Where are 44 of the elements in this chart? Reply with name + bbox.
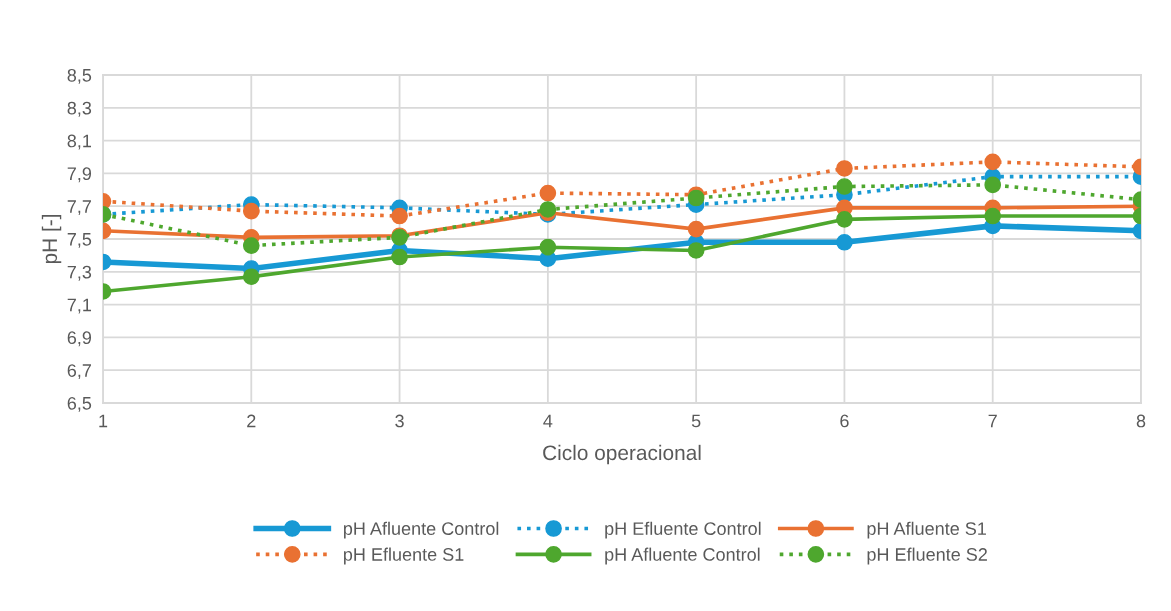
point: [836, 233, 853, 251]
legend-label: pH Afluente Control: [605, 547, 760, 565]
point: [242, 202, 260, 220]
point: [242, 237, 260, 254]
point: [391, 207, 408, 225]
y-tick-label: 8,5: [67, 68, 92, 84]
y-tick-label: 6,7: [67, 364, 91, 380]
x-tick-label: 8: [1136, 414, 1146, 428]
point: [242, 268, 260, 286]
x-tick-label: 1: [99, 414, 108, 428]
y-tick-label: 7,5: [67, 233, 92, 248]
legend-label: pH Efluente S2: [867, 547, 987, 565]
point: [836, 160, 853, 177]
point: [984, 207, 1002, 225]
legend-label: pH Efluente Control: [605, 521, 761, 539]
y-tick-label: 7,9: [67, 167, 92, 183]
x-tick-label: 5: [691, 414, 701, 428]
y-tick-label: 7,3: [67, 265, 92, 281]
point: [391, 248, 408, 266]
x-tick-label: 2: [247, 414, 256, 428]
legend-label: pH Afluente Control: [343, 521, 499, 539]
point: [539, 184, 557, 202]
point: [539, 201, 557, 218]
y-tick-label: 6,5: [67, 396, 92, 412]
y-tick-label: 7,7: [67, 200, 91, 216]
y-tick-label: 6,9: [67, 331, 92, 347]
x-axis-title: Ciclo operacional: [543, 444, 701, 465]
y-axis-title: pH [-]: [41, 215, 62, 264]
x-tick-label: 4: [543, 414, 553, 428]
y-tick-label: 8,1: [67, 134, 92, 150]
point: [836, 210, 853, 228]
x-tick-label: 6: [840, 414, 849, 428]
x-tick-label: 3: [395, 414, 404, 428]
point: [687, 242, 705, 259]
point: [984, 176, 1002, 194]
point: [836, 178, 853, 195]
point: [687, 220, 705, 238]
legend-label: pH Efluente S1: [343, 547, 464, 565]
legend-label: pH Afluente S1: [867, 521, 986, 539]
x-tick-label: 7: [988, 414, 997, 428]
y-tick-label: 8,3: [67, 101, 92, 117]
y-tick-label: 7,1: [67, 298, 92, 314]
point: [539, 238, 557, 256]
point: [984, 153, 1002, 171]
